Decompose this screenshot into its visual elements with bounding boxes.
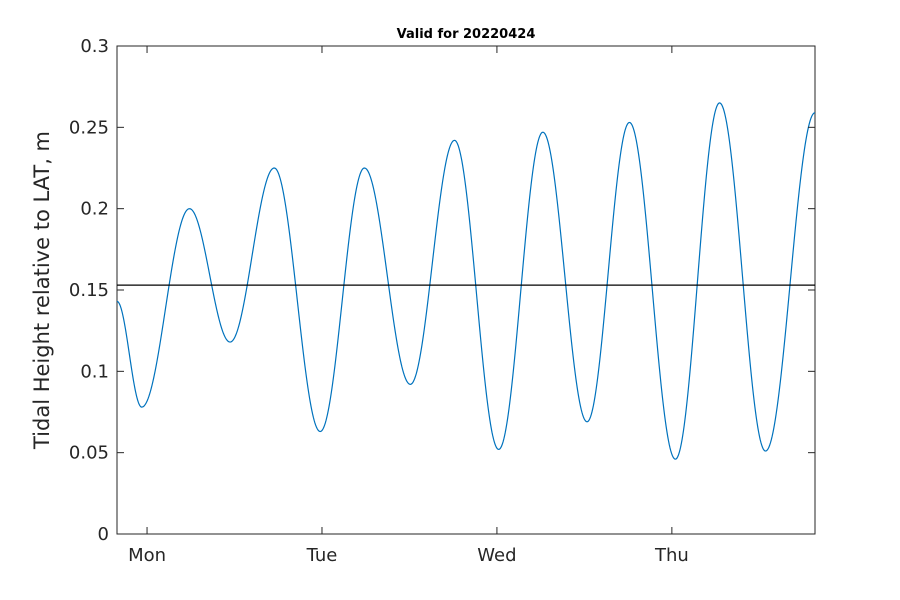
chart-title: Valid for 20220424 [397,27,536,42]
series-line-tidal-height [116,102,816,460]
x-tick-label: Thu [654,545,689,566]
y-tick-label: 0.1 [80,361,109,382]
axes-box [116,45,816,535]
y-tick-label: 0 [98,524,109,545]
y-tick-label: 0.05 [69,443,109,464]
x-tick-label: Tue [306,545,338,566]
y-axis-label: Tidal Height relative to LAT, m [30,131,54,450]
y-tick-label: 0.3 [80,36,109,57]
y-tick-label: 0.25 [69,117,109,138]
x-tick-label: Mon [128,545,166,566]
x-tick-label: Wed [477,545,516,566]
y-tick-label: 0.15 [69,280,109,301]
plot-area: 0 0.05 0.1 0.15 0.2 0.25 0.3 Mon Tue Wed Thu [69,36,816,566]
y-tick-label: 0.2 [80,199,109,220]
